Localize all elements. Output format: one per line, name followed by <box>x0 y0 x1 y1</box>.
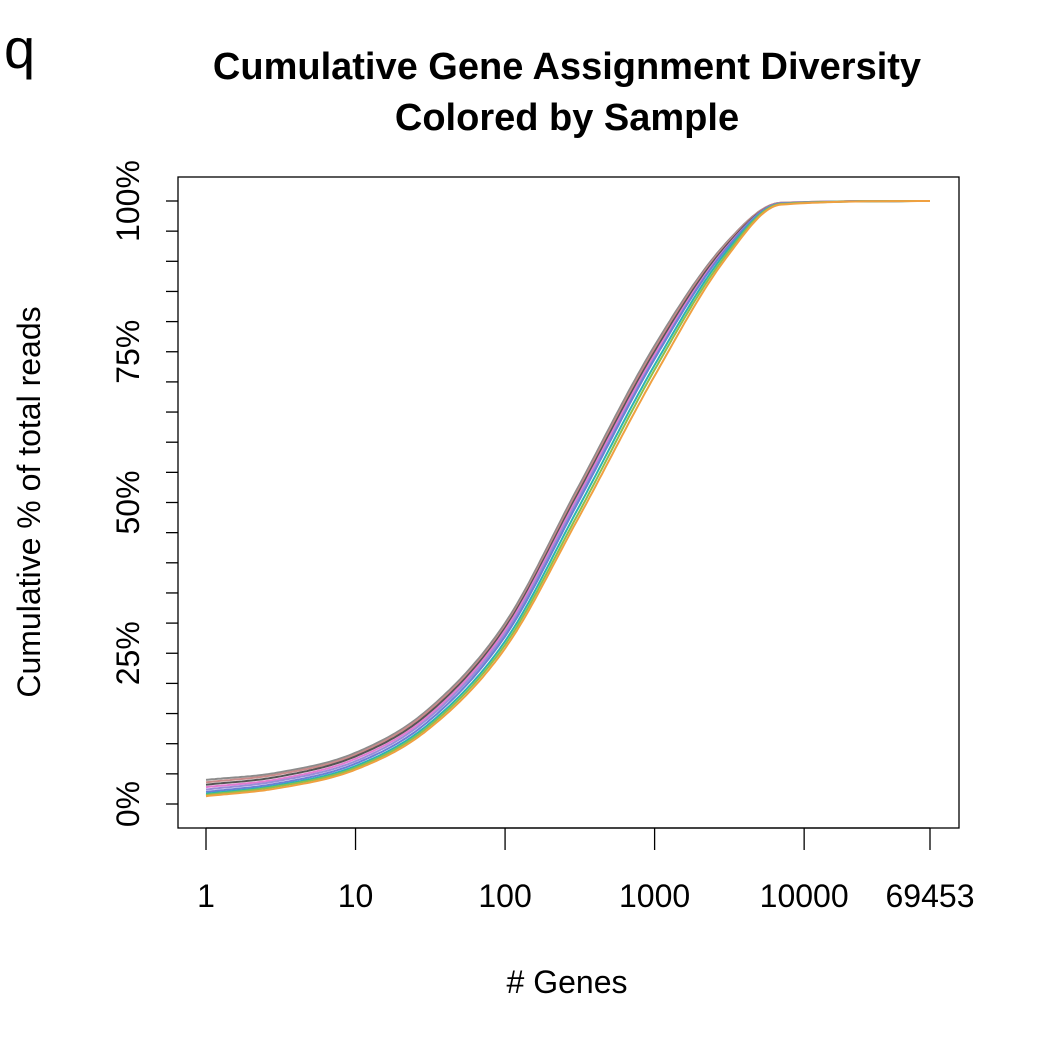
chart-subtitle: Colored by Sample <box>395 97 739 139</box>
x-tick-label: 10 <box>338 878 374 914</box>
x-tick-label: 1000 <box>619 878 690 914</box>
series-line <box>205 200 930 793</box>
y-tick-label: 100% <box>110 160 146 242</box>
y-tick-label: 50% <box>110 470 146 534</box>
series-line <box>205 200 930 796</box>
x-tick-label: 100 <box>478 878 531 914</box>
series-group <box>205 200 930 798</box>
series-line <box>205 200 930 798</box>
x-tick-label: 10000 <box>760 878 849 914</box>
series-line <box>205 200 930 789</box>
y-axis: 0% 25% 50% 75% 100% <box>110 160 178 827</box>
series-line <box>205 200 930 786</box>
y-tick-label: 0% <box>110 781 146 827</box>
x-tick-label: 69453 <box>886 878 975 914</box>
x-tick-label: 1 <box>197 878 215 914</box>
x-axis-label: # Genes <box>507 964 628 1000</box>
y-tick-label: 25% <box>110 621 146 685</box>
series-line <box>205 200 930 781</box>
series-line <box>205 200 930 791</box>
y-axis-label: Cumulative % of total reads <box>11 306 47 697</box>
panel-label: q <box>4 17 35 80</box>
plot-frame <box>177 176 960 829</box>
y-tick-label: 75% <box>110 320 146 384</box>
series-line <box>205 200 930 784</box>
chart-title: Cumulative Gene Assignment Diversity <box>213 46 921 88</box>
series-line <box>205 200 930 795</box>
x-axis: 1 10 100 1000 10000 69453 <box>197 827 975 914</box>
